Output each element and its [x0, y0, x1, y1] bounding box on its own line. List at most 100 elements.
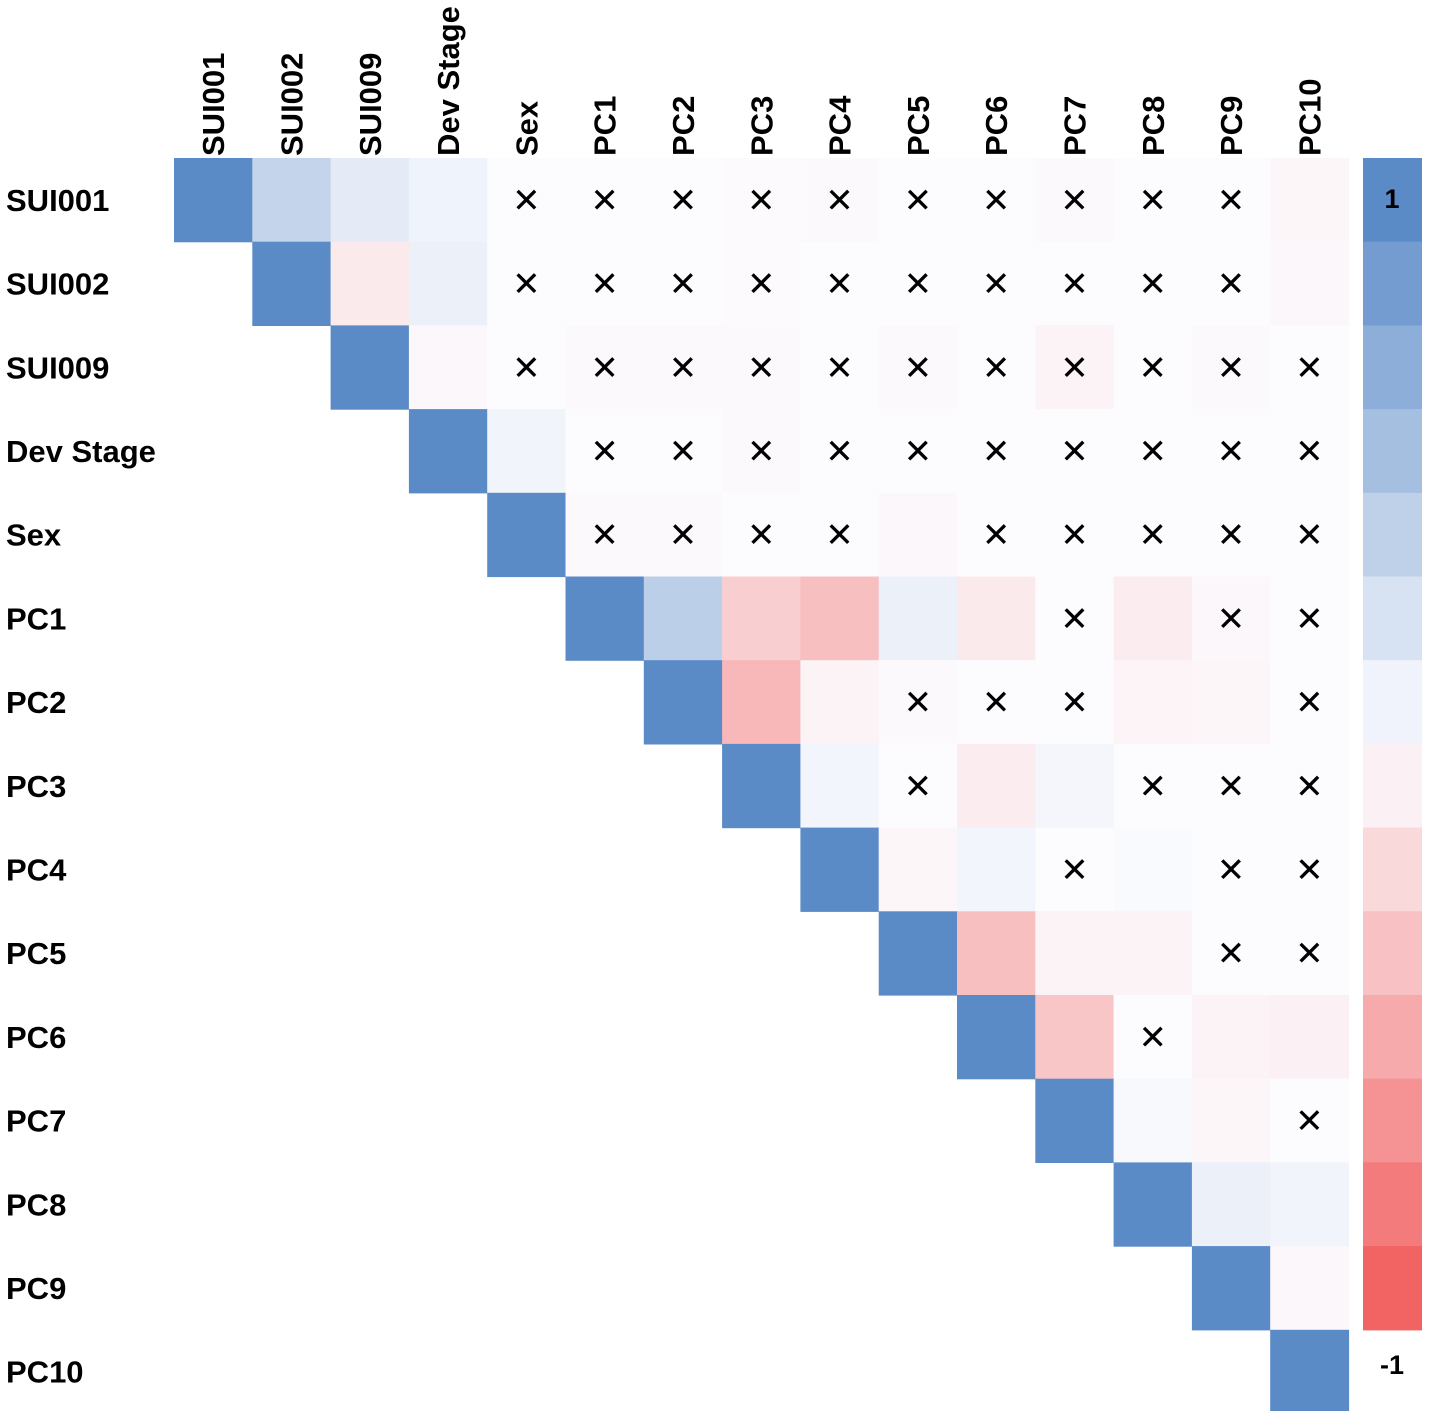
heatmap-cell-pc1-pc6 [957, 576, 1036, 661]
heatmap-cell-pc5-pc9 [1191, 911, 1271, 996]
column-label: SUI009 [353, 53, 388, 156]
heatmap-cell-dev-stage-pc9 [1191, 409, 1271, 494]
insignificant-marker: ✕ [1217, 265, 1246, 305]
heatmap-cell-sex-sex [487, 492, 567, 578]
heatmap-cell-sex-pc5 [878, 492, 958, 578]
column-label: PC4 [823, 95, 858, 156]
insignificant-marker: ✕ [1217, 181, 1246, 221]
row-label: PC1 [6, 601, 66, 636]
heatmap-cell-pc2-pc7 [1035, 660, 1115, 745]
insignificant-marker: ✕ [1295, 934, 1324, 974]
row-label: PC2 [6, 685, 66, 720]
insignificant-marker: ✕ [1139, 181, 1168, 221]
column-labels: SUI001 SUI002 SUI009 Dev Stage Sex PC1 PC2 PC3 P… [196, 6, 1327, 156]
heatmap-cell-sui002-pc10 [1270, 241, 1350, 326]
heatmap-cell-dev-stage-pc1 [565, 409, 645, 494]
heatmap-cell-dev-stage-pc7 [1035, 409, 1115, 494]
heatmap-cell-sex-pc7 [1035, 492, 1115, 578]
row-label: PC9 [6, 1271, 66, 1306]
heatmap-cell-sui001-dev-stage [408, 158, 488, 243]
heatmap-cell-sui001-pc3 [722, 158, 801, 243]
insignificant-marker: ✕ [1139, 348, 1168, 388]
column-label: Sex [509, 100, 544, 156]
heatmap-cell-sui009-pc1 [565, 325, 645, 410]
heatmap-cell-sui001-pc10 [1270, 158, 1350, 243]
heatmap-cell-sui009-pc6 [957, 325, 1036, 410]
insignificant-marker: ✕ [904, 265, 933, 305]
heatmap-cell-dev-stage-pc10 [1270, 409, 1350, 494]
insignificant-marker: ✕ [982, 181, 1011, 221]
heatmap-cell-pc4-pc4 [800, 827, 880, 912]
row-label: PC4 [6, 852, 67, 887]
row-label: PC5 [6, 936, 66, 971]
heatmap-cell-pc6-pc7 [1035, 995, 1115, 1080]
insignificant-marker: ✕ [747, 265, 776, 305]
heatmap-cell-pc6-pc6 [957, 995, 1036, 1080]
heatmap-cell-pc5-pc6 [957, 911, 1036, 996]
heatmap-cell-sui001-sui001 [174, 158, 253, 243]
heatmap-cell-sui009-pc10 [1270, 325, 1350, 410]
heatmap-cell-sex-pc3 [722, 492, 801, 578]
insignificant-marker: ✕ [825, 348, 854, 388]
heatmap-cell-sui001-pc5 [878, 158, 958, 243]
legend-swatch [1363, 1078, 1422, 1163]
legend-min-label: -1 [1380, 1350, 1404, 1380]
column-label: PC3 [744, 96, 779, 156]
insignificant-marker: ✕ [1060, 181, 1089, 221]
insignificant-marker: ✕ [1295, 767, 1324, 807]
legend-swatch [1363, 409, 1422, 494]
column-label: PC5 [901, 96, 936, 156]
insignificant-marker: ✕ [982, 348, 1011, 388]
insignificant-marker: ✕ [669, 265, 698, 305]
heatmap-cell-sui001-pc4 [800, 158, 880, 243]
insignificant-marker: ✕ [982, 432, 1011, 472]
heatmap-cell-pc7-pc7 [1035, 1078, 1115, 1163]
insignificant-marker: ✕ [512, 265, 541, 305]
insignificant-marker: ✕ [1060, 683, 1089, 723]
heatmap-cell-pc1-pc4 [800, 576, 880, 661]
insignificant-marker: ✕ [1295, 348, 1324, 388]
heatmap-cell-pc3-pc4 [800, 743, 880, 829]
row-label: Dev Stage [6, 434, 156, 469]
row-labels: SUI001 SUI002 SUI009 Dev Stage Sex PC1 PC2 PC3 P… [6, 183, 156, 1390]
insignificant-marker: ✕ [904, 683, 933, 723]
legend-swatch [1363, 827, 1422, 912]
insignificant-marker: ✕ [1295, 683, 1324, 723]
heatmap-cell-pc6-pc8 [1113, 995, 1193, 1080]
insignificant-marker: ✕ [982, 683, 1011, 723]
row-label: SUI002 [6, 267, 109, 302]
heatmap-cell-sui002-dev-stage [408, 241, 488, 326]
insignificant-marker: ✕ [825, 181, 854, 221]
insignificant-marker: ✕ [1295, 516, 1324, 556]
heatmap-cell-pc5-pc5 [878, 911, 958, 996]
heatmap-cell-pc8-pc8 [1113, 1162, 1193, 1247]
row-label: Sex [6, 518, 62, 553]
heatmap-cell-dev-stage-pc6 [957, 409, 1036, 494]
insignificant-marker: ✕ [747, 348, 776, 388]
heatmap-cell-sui002-pc8 [1113, 241, 1193, 326]
heatmap-cell-pc2-pc4 [800, 660, 880, 745]
legend-swatch [1363, 1246, 1422, 1331]
insignificant-marker: ✕ [1139, 516, 1168, 556]
insignificant-marker: ✕ [747, 181, 776, 221]
heatmap-cell-sui009-pc7 [1035, 325, 1115, 410]
column-label: SUI001 [196, 53, 231, 156]
heatmap-cell-pc1-pc5 [878, 576, 958, 661]
heatmap-cell-pc4-pc8 [1113, 827, 1193, 912]
column-label: Dev Stage [431, 6, 466, 156]
heatmap-cell-pc7-pc8 [1113, 1078, 1193, 1163]
heatmap-cell-sui002-pc4 [800, 241, 880, 326]
heatmap-cell-dev-stage-pc2 [643, 409, 723, 494]
insignificant-marker: ✕ [982, 265, 1011, 305]
column-label: PC9 [1214, 96, 1249, 156]
legend-swatch [1363, 241, 1422, 326]
insignificant-marker: ✕ [590, 432, 619, 472]
heatmap-cell-sui009-pc4 [800, 325, 880, 410]
heatmap-cell-pc4-pc5 [878, 827, 958, 912]
heatmap-cell-sex-pc9 [1191, 492, 1271, 578]
heatmap-cell-dev-stage-pc3 [722, 409, 801, 494]
heatmap-cell-sui009-sui009 [330, 325, 410, 410]
row-label: PC3 [6, 769, 66, 804]
heatmap-cell-pc7-pc9 [1191, 1078, 1271, 1163]
